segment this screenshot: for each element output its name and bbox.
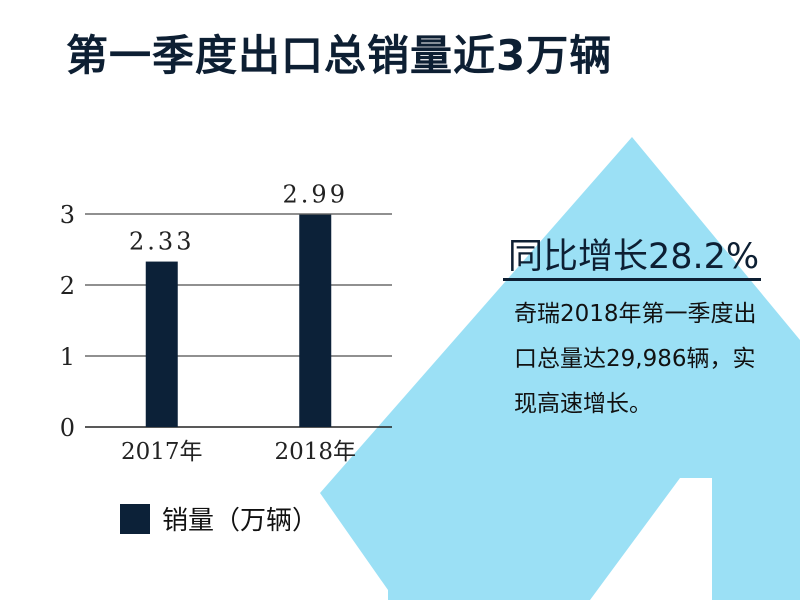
bar: [145, 261, 178, 427]
y-tick-label: 0: [60, 414, 75, 442]
legend-label: 销量（万辆）: [162, 506, 319, 536]
x-tick-label: 2017年: [121, 439, 203, 465]
page-title: 第一季度出口总销量近3万辆: [66, 31, 613, 80]
x-tick-label: 2018年: [274, 439, 356, 465]
legend-swatch: [120, 503, 150, 534]
y-tick-label: 1: [60, 343, 75, 371]
headline-divider: [503, 278, 761, 281]
y-tick-label: 2: [60, 272, 75, 300]
growth-description: 奇瑞2018年第一季度出口总量达29,986辆，实现高速增长。: [514, 301, 757, 417]
growth-headline: 同比增长28.2%: [508, 237, 760, 277]
arrow-shape: [320, 137, 800, 600]
bar: [299, 214, 332, 427]
data-label: 2.99: [283, 181, 348, 209]
chart-legend: 销量（万辆）: [120, 500, 318, 537]
data-label: 2.33: [129, 228, 194, 256]
y-tick-label: 3: [60, 201, 75, 229]
